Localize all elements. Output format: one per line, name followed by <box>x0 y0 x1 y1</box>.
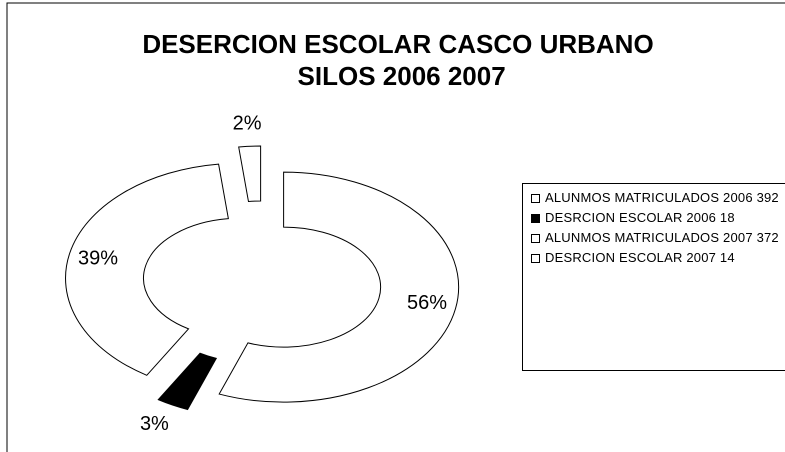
legend-label: ALUNMOS MATRICULADOS 2007 372 <box>545 230 779 245</box>
data-label: 56% <box>407 292 447 314</box>
legend-label: ALUNMOS MATRICULADOS 2006 392 <box>545 190 779 205</box>
legend-swatch <box>531 214 540 223</box>
legend-entry: DESRCION ESCOLAR 2007 14 <box>531 250 785 266</box>
legend-label: DESRCION ESCOLAR 2007 14 <box>545 250 735 265</box>
slice <box>157 352 218 411</box>
data-label: 39% <box>78 247 118 269</box>
legend-label: DESRCION ESCOLAR 2006 18 <box>545 210 735 225</box>
legend: ALUNMOS MATRICULADOS 2006 392 DESRCION ES… <box>522 183 785 371</box>
data-label: 2% <box>233 113 262 135</box>
slice <box>65 163 229 376</box>
frame <box>6 2 785 452</box>
legend-entry: DESRCION ESCOLAR 2006 18 <box>531 210 785 226</box>
slice <box>238 145 262 203</box>
data-label: 3% <box>140 413 169 435</box>
slice <box>218 171 460 403</box>
legend-entry: ALUNMOS MATRICULADOS 2006 392 <box>531 190 785 206</box>
legend-swatch <box>531 234 540 243</box>
chart-title: DESERCION ESCOLAR CASCO URBANO SILOS 200… <box>142 29 653 91</box>
legend-swatch <box>531 194 540 203</box>
legend-swatch <box>531 254 540 263</box>
legend-entry: ALUNMOS MATRICULADOS 2007 372 <box>531 230 785 246</box>
